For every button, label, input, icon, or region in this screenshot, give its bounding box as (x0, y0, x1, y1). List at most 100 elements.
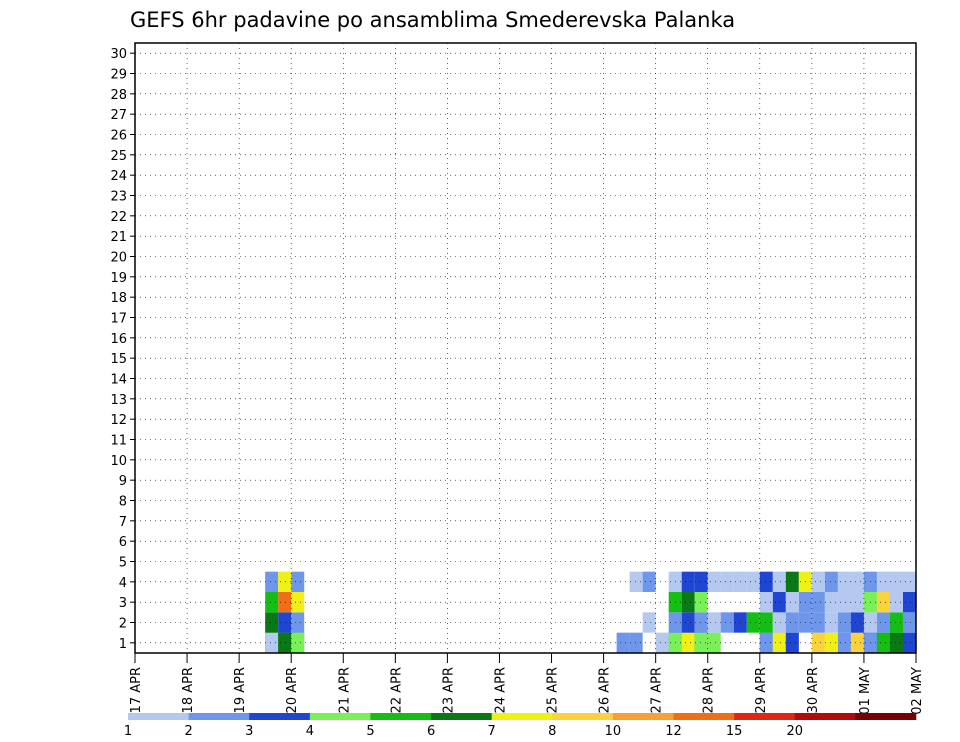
colorbar-label: 15 (726, 724, 743, 739)
colorbar-label: 4 (306, 724, 314, 739)
colorbar-swatch (188, 713, 250, 720)
y-tick-label: 17 (110, 312, 127, 327)
x-tick-label: 25 APR (546, 667, 561, 713)
heatmap-cell (291, 592, 305, 613)
colorbar: 1 2 3 4 5 6 7 8 10 12 15 20 (124, 713, 917, 739)
chart-title: GEFS 6hr padavine po ansamblima Smederev… (130, 8, 735, 32)
x-tick-label: 01 MAY (858, 667, 873, 715)
colorbar-label: 7 (488, 724, 496, 739)
heatmap-cell (850, 632, 864, 653)
colorbar-swatch (612, 713, 674, 720)
heatmap-cell (655, 632, 669, 653)
heatmap-cell (278, 592, 292, 613)
colorbar-label: 12 (665, 724, 682, 739)
y-tick-label: 19 (110, 271, 127, 286)
heatmap-cell (278, 632, 292, 653)
x-tick-label: 30 APR (806, 667, 821, 713)
y-tick-label: 9 (119, 474, 127, 489)
heatmap-cell (291, 612, 305, 633)
y-tick-label: 12 (110, 413, 127, 428)
colorbar-label: 2 (184, 724, 192, 739)
y-tick-label: 28 (110, 88, 127, 103)
colorbar-swatch (855, 713, 917, 720)
heatmap-cell (876, 571, 890, 592)
heatmap-cell (811, 612, 825, 633)
x-tick-label: 02 MAY (910, 667, 925, 715)
heatmap-cell (720, 571, 734, 592)
colorbar-swatch (431, 713, 492, 720)
heatmap-cell (291, 571, 305, 592)
colorbar-swatch (309, 713, 371, 720)
heatmap-cell (265, 592, 279, 613)
y-tick-label: 23 (110, 190, 127, 205)
colorbar-label: 6 (427, 724, 435, 739)
colorbar-label: 20 (786, 724, 803, 739)
x-tick-label: 23 APR (441, 667, 456, 713)
heatmap-cell (694, 612, 708, 633)
x-tick-label: 29 APR (754, 667, 769, 713)
heatmap-cell (811, 571, 825, 592)
colorbar-label: 5 (366, 724, 374, 739)
y-tick-label: 2 (119, 617, 127, 632)
grid-lines (135, 43, 916, 653)
colorbar-swatch (794, 713, 856, 720)
y-tick-label: 27 (110, 108, 127, 123)
x-tick-label: 19 APR (233, 667, 248, 713)
heatmap-cell (642, 612, 656, 633)
heatmap-cell (824, 632, 838, 653)
heatmap-cell (759, 632, 773, 653)
heatmap-cell (889, 592, 903, 613)
heatmap-cell (694, 571, 708, 592)
y-tick-label: 22 (110, 210, 127, 225)
y-tick-label: 24 (110, 169, 127, 184)
heatmap-cell (837, 632, 851, 653)
heatmap-cell (811, 632, 825, 653)
y-tick-label: 20 (110, 251, 127, 266)
heatmap-cell (837, 592, 851, 613)
colorbar-swatch (370, 713, 432, 720)
x-tick-label: 27 APR (650, 667, 665, 713)
colorbar-label: 1 (124, 724, 132, 739)
heatmap-cell (629, 571, 643, 592)
heatmap-cell (772, 612, 786, 633)
y-tick-label: 3 (119, 596, 127, 611)
x-tick-label: 24 APR (493, 667, 508, 713)
y-tick-label: 16 (110, 332, 127, 347)
heatmap-cell (902, 612, 916, 633)
heatmap-cell (291, 632, 305, 653)
y-tick-label: 4 (119, 576, 127, 591)
x-tick-label: 20 APR (285, 667, 300, 713)
heatmap-cell (837, 612, 851, 633)
y-tick-label: 14 (110, 373, 127, 388)
x-tick-label: 26 APR (598, 667, 613, 713)
heatmap-cell (707, 571, 721, 592)
colorbar-swatch (249, 713, 311, 720)
heatmap-cell (785, 592, 799, 613)
heatmap-cell (876, 592, 890, 613)
heatmap-cell (681, 612, 695, 633)
heatmap-cell (876, 632, 890, 653)
heatmap-cell (720, 612, 734, 633)
heatmap-cell (694, 592, 708, 613)
x-axis: 17 APR 18 APR 19 APR 20 APR 21 APR 22 APR 23 A… (129, 653, 925, 715)
colorbar-swatch (491, 713, 553, 720)
heatmap-cell (616, 632, 630, 653)
heatmap-cell (278, 571, 292, 592)
heatmap-cell (785, 571, 799, 592)
x-tick-label: 21 APR (337, 667, 352, 713)
y-tick-label: 8 (119, 495, 127, 510)
heatmap-cell (785, 612, 799, 633)
heatmap-cell (265, 612, 279, 633)
heatmap-cell (850, 592, 864, 613)
heatmap-cell (694, 632, 708, 653)
heatmap-cell (824, 592, 838, 613)
y-tick-label: 6 (119, 535, 127, 550)
heatmap-cell (681, 571, 695, 592)
heatmap-cell (642, 571, 656, 592)
heatmap-cell (746, 612, 760, 633)
y-tick-label: 30 (110, 47, 127, 62)
colorbar-swatch (673, 713, 735, 720)
y-axis: 1234567891011121314151617181920212223242… (110, 47, 135, 652)
heatmap-cell (902, 571, 916, 592)
heatmap-cell (265, 571, 279, 592)
